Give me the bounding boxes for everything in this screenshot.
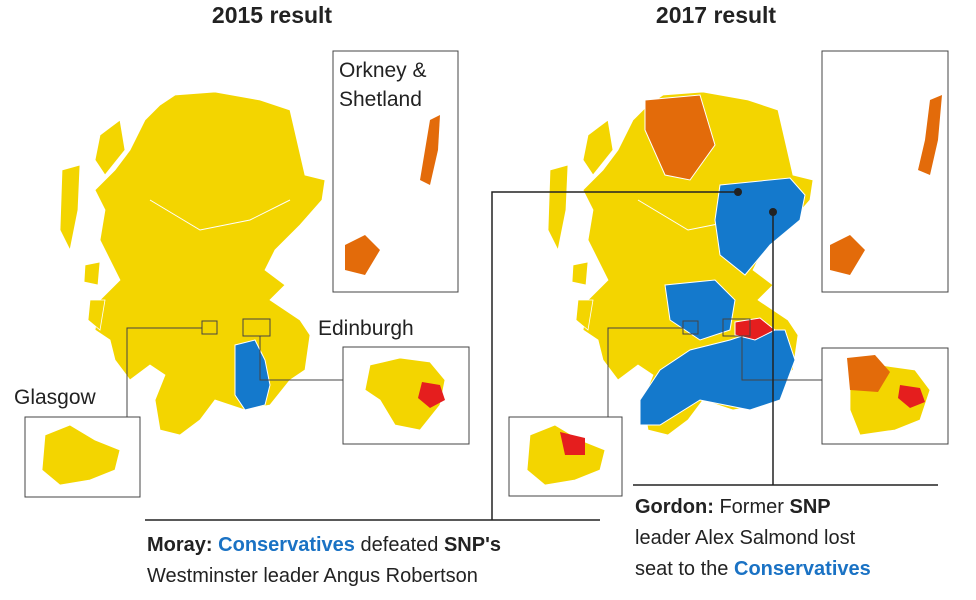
callout-text: defeated <box>360 534 439 556</box>
callout-text: Conservatives <box>734 558 871 580</box>
inset-label: Shetland <box>339 88 422 111</box>
callout-line: Moray: Conservatives defeated SNP's <box>147 530 501 561</box>
map-2015 <box>24 50 470 498</box>
callout-text: Gordon: <box>635 496 714 518</box>
callout: Moray: Conservatives defeated SNP's Westmins… <box>147 530 501 592</box>
map-2017 <box>508 50 949 497</box>
callout-line: leader Alex Salmond lost <box>635 523 871 554</box>
callout-line: seat to the Conservatives <box>635 554 871 585</box>
callout: Gordon: Former SNP leader Alex Salmond lost… <box>635 492 871 585</box>
inset-label: Glasgow <box>14 386 96 409</box>
inset-label: Edinburgh <box>318 317 414 340</box>
callout-line: Gordon: Former SNP <box>635 492 871 523</box>
callout-text: SNP <box>789 496 831 518</box>
callout-text: Moray: <box>147 534 213 556</box>
callout-text: Westminster leader Angus Robertson <box>147 565 478 587</box>
callout-text: leader Alex Salmond lost <box>635 527 856 549</box>
callout-line: Westminster leader Angus Robertson <box>147 561 501 592</box>
callout-lines <box>145 188 938 521</box>
map-title: 2017 result <box>655 2 777 28</box>
map-title: 2015 result <box>211 2 333 28</box>
callout-text: SNP's <box>443 534 501 556</box>
callout-text: Former <box>719 496 784 518</box>
callout-text: seat to the <box>635 558 729 580</box>
callout-text: Conservatives <box>218 534 355 556</box>
inset-label: Orkney & <box>339 59 427 82</box>
